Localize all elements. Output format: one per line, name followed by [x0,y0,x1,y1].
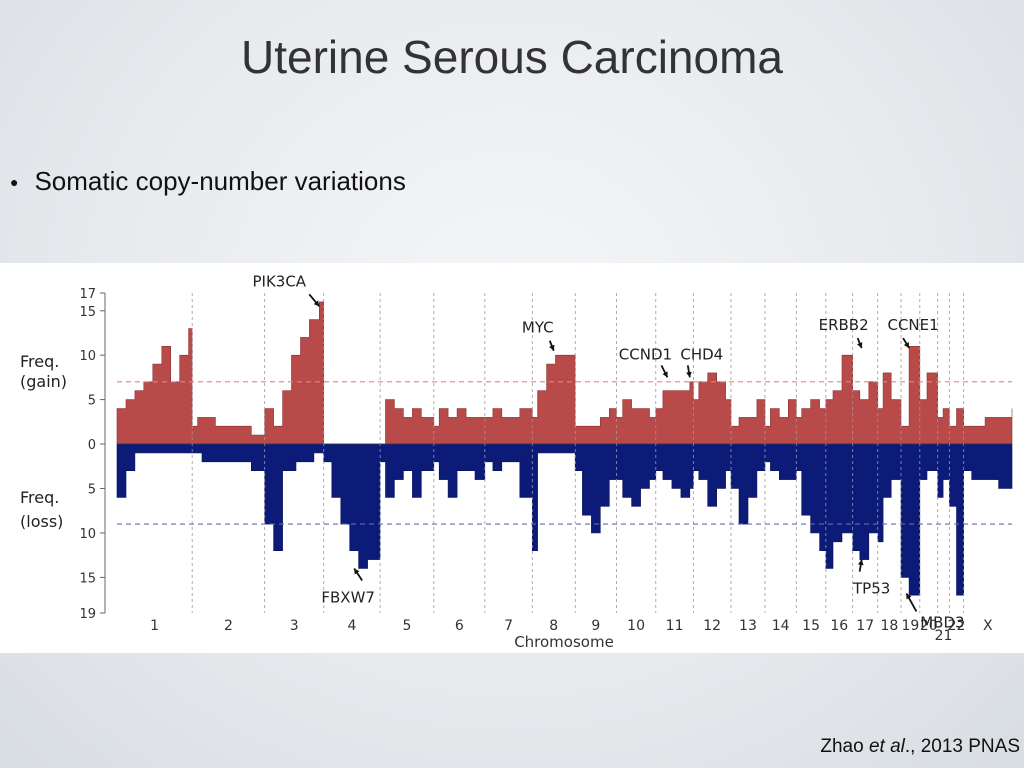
chromosome-label: 18 [880,618,898,634]
gene-label-mbd3: MBD3 [920,613,964,631]
chromosome-label: 21 [935,628,953,644]
annotation-arrowhead [906,593,912,600]
annotation-arrowhead [857,559,864,566]
loss-ylabel-line1: Freq. [20,488,59,507]
gain-series-area [116,301,1013,445]
chromosome-label: 8 [549,618,558,634]
chromosome-label: 16 [830,618,848,634]
annotation-arrowhead [662,371,668,378]
loss-ylabel-line2: (loss) [20,512,63,531]
annotation-arrowhead [857,342,863,349]
bullet-dot-icon: ● [10,173,19,190]
loss-tick-label: 5 [88,482,96,497]
x-axis-title: Chromosome [514,633,614,651]
annotation-arrowhead [903,342,910,349]
chromosome-label: 19 [902,618,920,634]
chromosome-label: 5 [403,618,412,634]
gene-label-fbxw7: FBXW7 [321,589,375,607]
annotation-arrowhead [313,300,320,307]
cnv-chart-panel: 0 5 10 15 17 5 10 15 19 Freq. (gain) Freq. (loss) 1 2 3… [0,263,1024,653]
chromosome-label: 15 [802,618,820,634]
chromosome-label: 12 [703,618,721,634]
gene-label-ccnd1: CCND1 [619,345,672,363]
gain-tick-label: 5 [88,394,96,409]
gain-tick-label: 10 [79,349,96,364]
citation-author: Zhao [820,736,869,757]
chromosome-label: 13 [739,618,757,634]
gain-tick-label: 0 [88,438,96,453]
chromosome-label: 22 [948,618,966,634]
loss-series-area [116,443,1013,596]
chromosome-label: 17 [856,618,874,634]
slide-title: Uterine Serous Carcinoma [240,31,783,83]
annotation-arrowhead [354,568,360,575]
loss-tick-label: 10 [79,527,96,542]
gain-ylabel-line2: (gain) [20,372,67,391]
chromosome-label: X [983,618,993,634]
annotation-arrowhead [549,344,555,351]
bullet-text: Somatic copy-number variations [34,166,406,196]
citation-rest: ., 2013 PNAS [904,736,1020,757]
citation: Zhao et al., 2013 PNAS [820,736,1020,758]
gene-label-chd4: CHD4 [680,345,723,363]
chromosome-label: 4 [347,618,356,634]
gene-label-ccne1: CCNE1 [887,316,938,334]
chromosome-label: 6 [455,618,464,634]
loss-tick-label: 19 [79,607,96,622]
chromosome-label: 14 [772,618,790,634]
chromosome-label: 3 [290,618,299,634]
gain-ylabel-line1: Freq. [20,352,59,371]
loss-tick-label: 15 [79,571,96,586]
gene-label-myc: MYC [522,319,554,337]
chromosome-label: 10 [627,618,645,634]
gene-label-pik3ca: PIK3CA [252,272,306,290]
gene-label-tp53: TP53 [852,580,890,598]
gene-label-erbb2: ERBB2 [819,316,869,334]
chromosome-label: 1 [150,618,159,634]
chromosome-label: 9 [591,618,600,634]
chromosome-label: 7 [504,618,513,634]
chromosome-label: 20 [920,618,938,634]
citation-etal: et al [868,736,905,757]
annotation-arrowhead [686,371,692,378]
gain-tick-label: 15 [79,305,96,320]
gain-tick-label: 17 [79,287,96,302]
bullet-item: ● Somatic copy-number variations [10,166,406,197]
chromosome-label: 11 [666,618,684,634]
chromosome-label: 2 [224,618,233,634]
